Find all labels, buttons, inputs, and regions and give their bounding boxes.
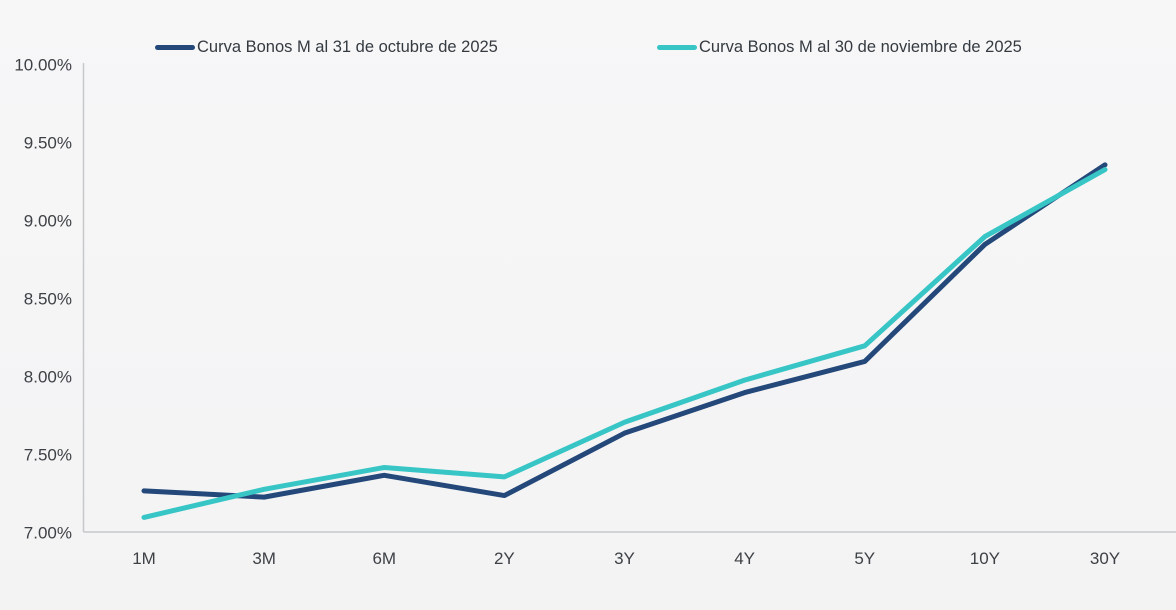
y-tick-label: 9.50%: [23, 133, 72, 153]
y-tick-label: 8.50%: [23, 289, 72, 309]
x-tick-label: 4Y: [734, 549, 756, 568]
legend-item-october: Curva Bonos M al 31 de octubre de 2025: [155, 36, 498, 58]
legend-item-november: Curva Bonos M al 30 de noviembre de 2025: [657, 36, 1022, 58]
x-tick-label: 1M: [132, 549, 156, 568]
series-line-november: [141, 167, 1108, 520]
legend-line-swatch-november: [657, 44, 697, 50]
y-tick-label: 10.00%: [14, 55, 72, 75]
x-tick-label: 2Y: [493, 549, 515, 568]
y-tick-label: 7.00%: [23, 523, 72, 543]
y-tick-label: 8.00%: [23, 367, 72, 387]
series-lines: [141, 162, 1108, 520]
x-tick-label: 5Y: [854, 549, 876, 568]
legend-label-october: Curva Bonos M al 31 de octubre de 2025: [197, 37, 498, 56]
y-tick-label: 9.00%: [23, 211, 72, 231]
axis-lines: [82, 63, 1176, 533]
x-tick-label: 30Y: [1089, 549, 1121, 568]
x-tick-label: 10Y: [969, 549, 1000, 568]
y-tick-label: 7.50%: [23, 445, 72, 465]
legend-label-november: Curva Bonos M al 30 de noviembre de 2025: [699, 37, 1022, 56]
legend-line-swatch-october: [155, 44, 195, 50]
x-tick-label: 3Y: [614, 549, 635, 568]
series-line-october: [141, 162, 1108, 500]
x-tick-label: 3M: [252, 549, 276, 568]
x-tick-label: 6M: [372, 549, 397, 568]
